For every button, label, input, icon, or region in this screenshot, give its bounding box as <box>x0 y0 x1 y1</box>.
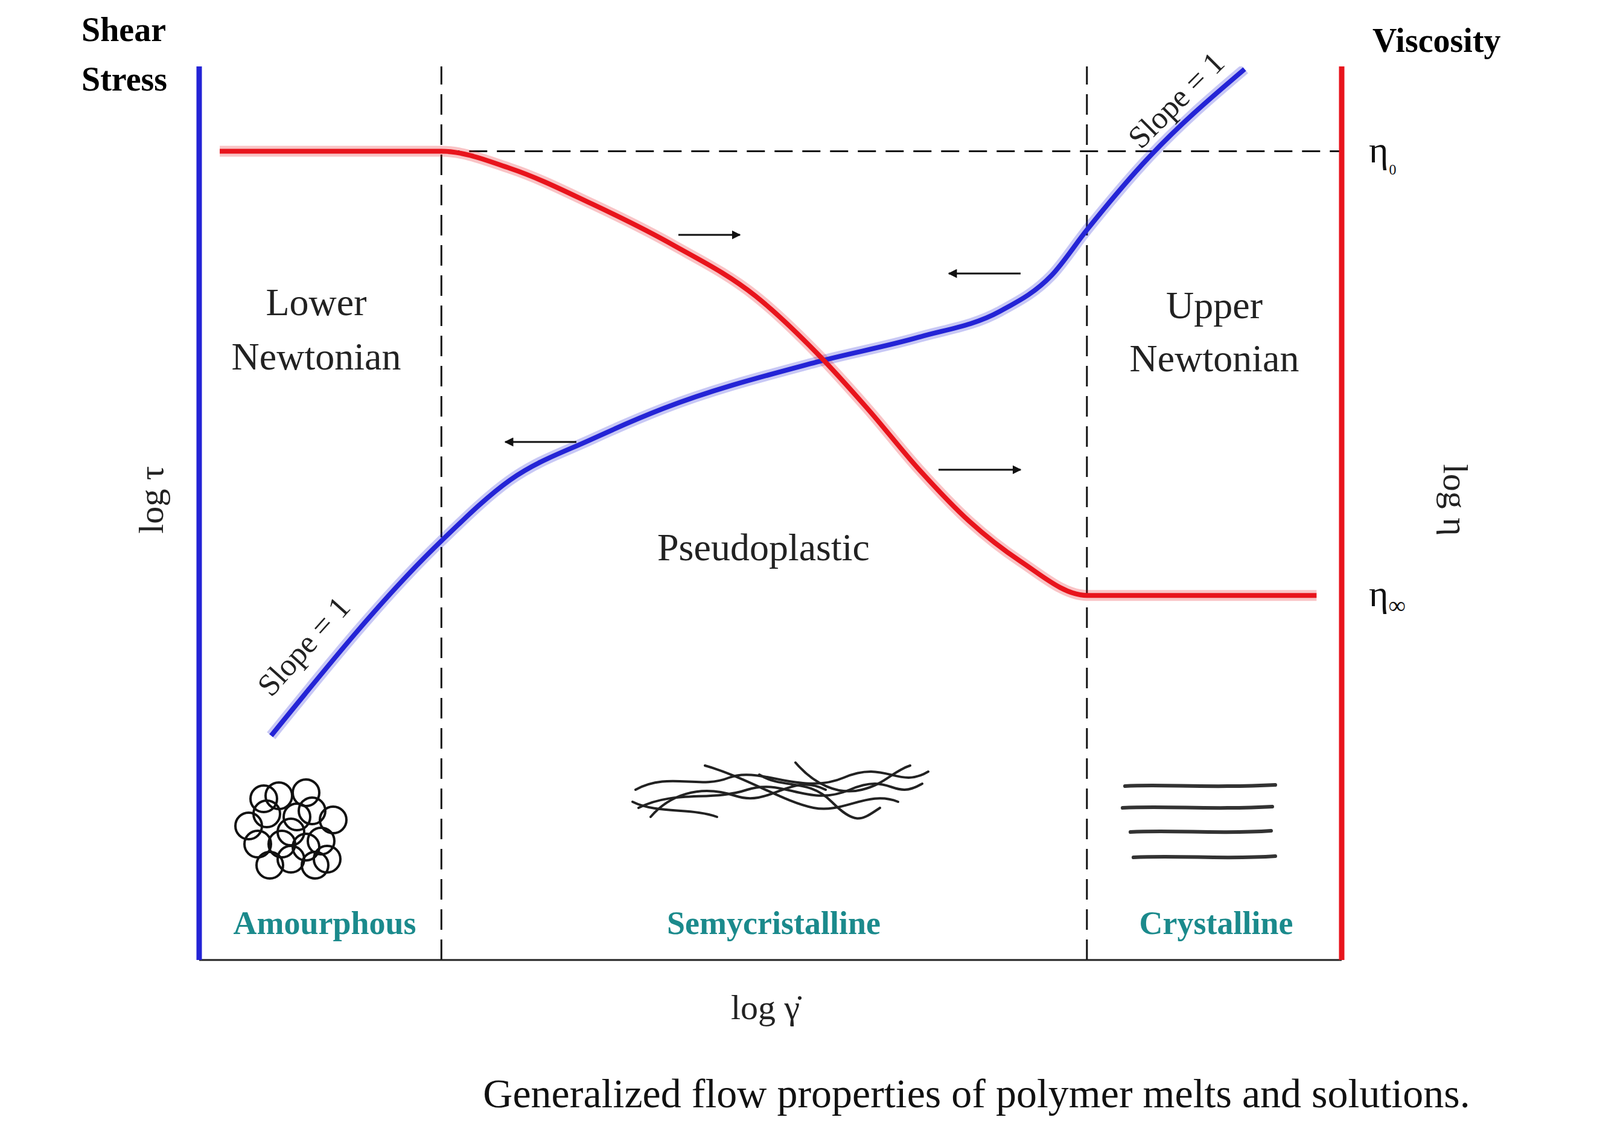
svg-text:Upper: Upper <box>1166 283 1263 327</box>
svg-text:η₀: η₀ <box>1368 129 1397 176</box>
svg-text:Slope = 1: Slope = 1 <box>1121 45 1232 156</box>
svg-text:Semycristalline: Semycristalline <box>666 904 881 941</box>
svg-text:Newtonian: Newtonian <box>1129 336 1300 380</box>
svg-text:Lower: Lower <box>265 280 367 324</box>
svg-text:Stress: Stress <box>81 60 168 98</box>
svg-text:log τ: log τ <box>131 465 171 534</box>
svg-text:log η: log η <box>1435 464 1476 536</box>
svg-text:Pseudoplastic: Pseudoplastic <box>657 525 870 569</box>
svg-text:Generalized flow properties of: Generalized flow properties of polymer m… <box>482 1070 1470 1116</box>
svg-text:Crystalline: Crystalline <box>1139 904 1294 941</box>
svg-text:Slope = 1: Slope = 1 <box>250 589 357 703</box>
svg-text:Shear: Shear <box>81 10 166 49</box>
svg-text:log γ̇: log γ̇ <box>730 987 803 1027</box>
svg-text:η∞: η∞ <box>1368 572 1406 619</box>
svg-text:Viscosity: Viscosity <box>1372 21 1502 60</box>
svg-text:Amourphous: Amourphous <box>232 904 416 941</box>
svg-text:Newtonian: Newtonian <box>231 334 402 378</box>
